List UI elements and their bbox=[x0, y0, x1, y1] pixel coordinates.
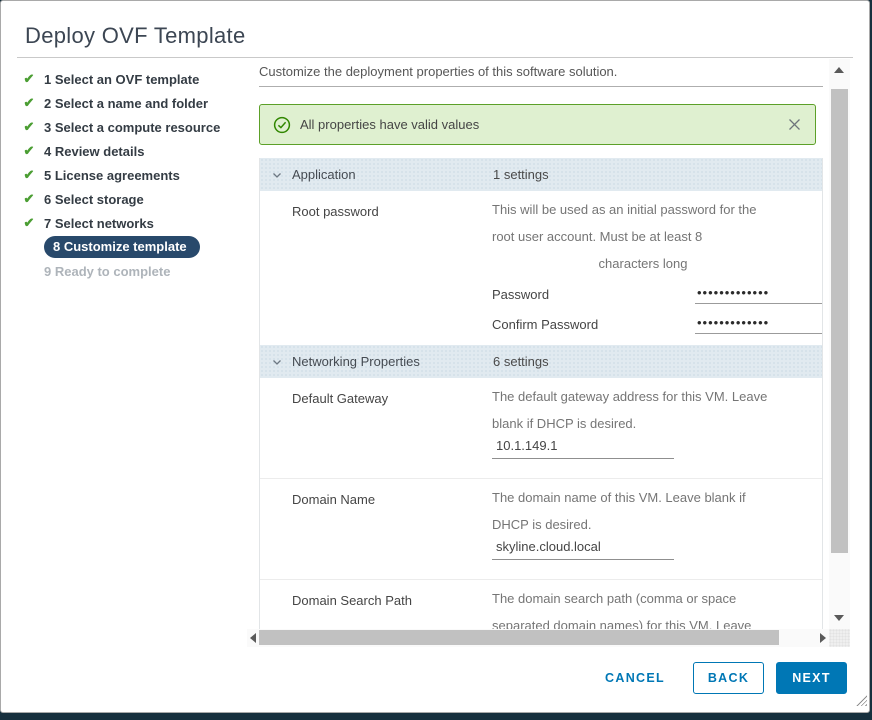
field-description: The domain search path (comma or space s… bbox=[492, 585, 794, 629]
validation-banner: All properties have valid values bbox=[259, 104, 816, 145]
section-settings-count: 6 settings bbox=[493, 354, 549, 369]
description-line: blank if DHCP is desired. bbox=[492, 416, 637, 431]
description-line: This will be used as an initial password… bbox=[492, 202, 757, 217]
step-select-compute-resource[interactable]: ✔ 3 Select a compute resource bbox=[17, 115, 253, 139]
default-gateway-input[interactable]: 10.1.149.1 bbox=[492, 436, 674, 459]
horizontal-scrollbar-thumb[interactable] bbox=[259, 630, 779, 645]
field-description: This will be used as an initial password… bbox=[492, 196, 794, 277]
check-icon: ✔ bbox=[23, 71, 35, 86]
chevron-down-icon[interactable] bbox=[271, 169, 283, 181]
step-select-networks[interactable]: ✔ 7 Select networks bbox=[17, 211, 253, 235]
step-label: 2 Select a name and folder bbox=[44, 95, 209, 111]
step-label: 6 Select storage bbox=[44, 191, 144, 207]
section-header-application[interactable]: Application 1 settings bbox=[260, 158, 822, 191]
step-label: 8 Customize template bbox=[44, 236, 200, 258]
field-label: Domain Search Path bbox=[292, 593, 412, 608]
back-button[interactable]: BACK bbox=[693, 662, 764, 694]
description-line: The domain name of this VM. Leave blank … bbox=[492, 490, 746, 505]
field-label: Domain Name bbox=[292, 492, 376, 507]
step-select-storage[interactable]: ✔ 6 Select storage bbox=[17, 187, 253, 211]
step-license-agreements[interactable]: ✔ 5 License agreements bbox=[17, 163, 253, 187]
description-line: separated domain names) for this VM. Lea… bbox=[492, 618, 752, 629]
page-description: Customize the deployment properties of t… bbox=[259, 64, 618, 79]
setting-row-default-gateway: Default Gateway The default gateway addr… bbox=[260, 378, 822, 478]
section-header-networking[interactable]: Networking Properties 6 settings bbox=[260, 345, 822, 378]
step-select-ovf-template[interactable]: ✔ 1 Select an OVF template bbox=[17, 67, 253, 91]
vertical-scrollbar[interactable] bbox=[829, 59, 850, 629]
cancel-button[interactable]: CANCEL bbox=[597, 662, 673, 694]
scroll-left-arrow-icon[interactable] bbox=[250, 633, 256, 643]
field-description: The default gateway address for this VM.… bbox=[492, 383, 794, 437]
description-line: The default gateway address for this VM.… bbox=[492, 389, 768, 404]
check-icon: ✔ bbox=[23, 215, 35, 230]
description-line: root user account. Must be at least 8 bbox=[492, 229, 703, 244]
description-line: characters long bbox=[598, 256, 688, 271]
wizard-steps: ✔ 1 Select an OVF template ✔ 2 Select a … bbox=[17, 67, 253, 283]
title-divider bbox=[17, 57, 853, 58]
step-label: 5 License agreements bbox=[44, 167, 180, 183]
confirm-password-label: Confirm Password bbox=[492, 317, 599, 332]
scroll-down-arrow-icon[interactable] bbox=[834, 615, 844, 621]
domain-name-input[interactable]: skyline.cloud.local bbox=[492, 537, 674, 560]
step-review-details[interactable]: ✔ 4 Review details bbox=[17, 139, 253, 163]
setting-row-domain-name: Domain Name The domain name of this VM. … bbox=[260, 478, 822, 579]
success-check-icon bbox=[273, 116, 291, 134]
password-label: Password bbox=[492, 287, 550, 302]
scroll-right-arrow-icon[interactable] bbox=[820, 633, 826, 643]
chevron-down-icon[interactable] bbox=[271, 356, 283, 368]
next-button[interactable]: NEXT bbox=[776, 662, 847, 694]
check-icon: ✔ bbox=[23, 119, 35, 134]
step-label: 7 Select networks bbox=[44, 215, 154, 231]
password-value: ••••••••••••• bbox=[697, 285, 770, 300]
field-description: The domain name of this VM. Leave blank … bbox=[492, 484, 794, 538]
section-title: Application bbox=[292, 167, 356, 182]
vertical-scrollbar-thumb[interactable] bbox=[831, 89, 848, 553]
field-label: Default Gateway bbox=[292, 391, 389, 406]
field-label: Root password bbox=[292, 204, 379, 219]
resize-handle[interactable] bbox=[856, 695, 867, 706]
properties-panel: Application 1 settings Root password Thi… bbox=[259, 158, 823, 629]
step-select-name-folder[interactable]: ✔ 2 Select a name and folder bbox=[17, 91, 253, 115]
section-title: Networking Properties bbox=[292, 354, 420, 369]
confirm-password-input[interactable]: ••••••••••••• bbox=[695, 315, 822, 334]
step-label: 3 Select a compute resource bbox=[44, 119, 221, 135]
confirm-password-value: ••••••••••••• bbox=[697, 315, 770, 330]
horizontal-scrollbar[interactable] bbox=[247, 629, 829, 647]
close-icon[interactable] bbox=[787, 117, 802, 132]
scrollbar-corner bbox=[829, 629, 850, 647]
setting-row-root-password: Root password This will be used as an in… bbox=[260, 191, 822, 345]
step-label: 4 Review details bbox=[44, 143, 145, 159]
scroll-up-arrow-icon[interactable] bbox=[834, 67, 844, 73]
description-line: The domain search path (comma or space bbox=[492, 591, 737, 606]
check-icon: ✔ bbox=[23, 191, 35, 206]
check-icon: ✔ bbox=[23, 95, 35, 110]
check-icon: ✔ bbox=[23, 167, 35, 182]
step-label: 9 Ready to complete bbox=[44, 263, 171, 279]
check-icon: ✔ bbox=[23, 143, 35, 158]
step-label: 1 Select an OVF template bbox=[44, 71, 200, 87]
step-customize-template-active[interactable]: 8 Customize template bbox=[17, 235, 253, 259]
section-settings-count: 1 settings bbox=[493, 167, 549, 182]
setting-row-domain-search-path: Domain Search Path The domain search pat… bbox=[260, 579, 822, 629]
dialog-title: Deploy OVF Template bbox=[25, 23, 246, 48]
validation-message: All properties have valid values bbox=[300, 117, 480, 132]
password-input[interactable]: ••••••••••••• bbox=[695, 285, 822, 304]
step-ready-to-complete: 9 Ready to complete bbox=[17, 259, 253, 283]
description-line: DHCP is desired. bbox=[492, 517, 592, 532]
content-divider bbox=[259, 86, 823, 87]
